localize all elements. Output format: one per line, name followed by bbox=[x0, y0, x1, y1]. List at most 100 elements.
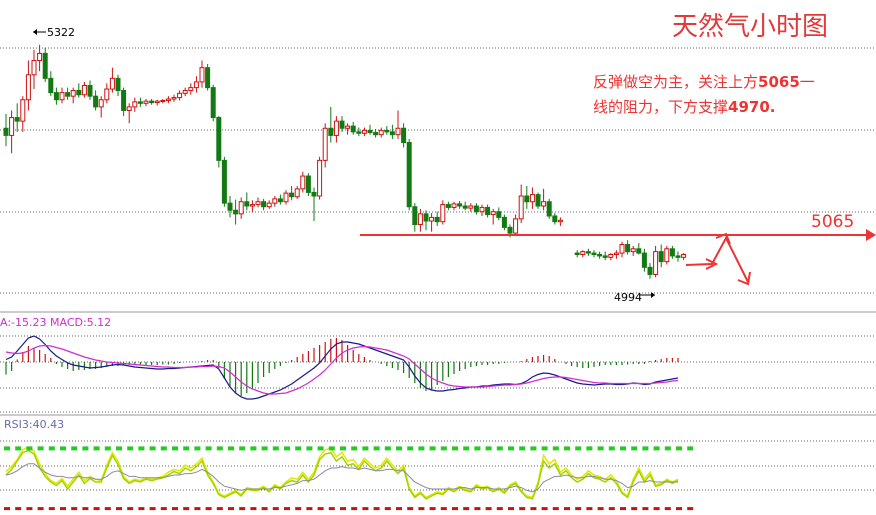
rsi-oversold-marker bbox=[284, 507, 290, 511]
candle-body bbox=[361, 129, 367, 134]
rsi-oversold-marker bbox=[384, 507, 391, 511]
rsi-overbought-marker bbox=[384, 446, 391, 451]
candle-body bbox=[121, 89, 127, 111]
candle-body bbox=[389, 131, 395, 136]
candle-body bbox=[378, 129, 384, 136]
rsi-overbought-marker bbox=[317, 446, 324, 451]
rsi-oversold-marker bbox=[37, 507, 44, 511]
rsi-overbought-marker bbox=[440, 446, 447, 451]
rsi-overbought-marker bbox=[575, 446, 582, 451]
rsi-overbought-marker bbox=[194, 446, 201, 451]
candle-body bbox=[507, 226, 513, 234]
candle-body bbox=[149, 100, 155, 104]
rsi-overbought-marker bbox=[687, 446, 694, 451]
candle-body bbox=[137, 101, 143, 104]
candle-body bbox=[384, 129, 390, 133]
candle-body bbox=[552, 215, 558, 223]
candle-body bbox=[485, 206, 491, 216]
candle-body bbox=[451, 203, 457, 208]
candle-body bbox=[143, 100, 149, 104]
candle-body bbox=[675, 255, 681, 258]
rsi-oversold-marker bbox=[306, 507, 313, 511]
rsi-oversold-marker bbox=[261, 507, 268, 511]
candle-body bbox=[328, 127, 334, 136]
rsi-overbought-marker bbox=[485, 446, 492, 451]
candle-body bbox=[177, 92, 183, 99]
rsi-line-2 bbox=[5, 446, 679, 499]
candle-body bbox=[423, 213, 429, 222]
candle-body bbox=[59, 92, 65, 101]
rsi-overbought-marker bbox=[26, 446, 33, 451]
candle-body bbox=[233, 209, 239, 215]
rsi-overbought-marker bbox=[127, 446, 134, 451]
rsi-oversold-marker bbox=[15, 507, 22, 511]
candle-body bbox=[647, 266, 653, 275]
rsi-oversold-marker bbox=[26, 507, 33, 511]
rsi-oversold-marker bbox=[474, 507, 481, 511]
candle-body bbox=[496, 211, 502, 218]
candle-body bbox=[154, 100, 160, 104]
candle-body bbox=[524, 195, 530, 203]
rsi-oversold-marker bbox=[340, 507, 346, 511]
resistance-label: 5065 bbox=[811, 212, 855, 232]
rsi-overbought-marker bbox=[306, 446, 313, 451]
candle-body bbox=[171, 97, 177, 100]
candle-body bbox=[277, 198, 283, 203]
candle-body bbox=[473, 205, 479, 213]
macd-dif-line bbox=[5, 335, 679, 400]
rsi-overbought-marker bbox=[172, 446, 178, 451]
rsi-overbought-marker bbox=[418, 446, 425, 451]
rsi-oversold-marker bbox=[597, 507, 604, 511]
rsi-overbought-marker bbox=[586, 446, 593, 451]
candle-body bbox=[160, 99, 166, 102]
candle-body bbox=[266, 202, 272, 208]
rsi-oversold-marker bbox=[82, 507, 89, 511]
macd-layer bbox=[5, 335, 679, 400]
rsi-oversold-marker bbox=[116, 507, 122, 511]
candle-body bbox=[333, 120, 339, 136]
rsi-layer bbox=[4, 446, 694, 511]
rsi-oversold-marker bbox=[575, 507, 582, 511]
rsi-overbought-marker bbox=[620, 446, 626, 451]
candle-body bbox=[585, 251, 591, 254]
rsi-oversold-marker bbox=[530, 507, 537, 511]
rsi-oversold-marker bbox=[127, 507, 134, 511]
candle-body bbox=[440, 204, 446, 223]
candle-body bbox=[238, 201, 244, 215]
rsi-line-1 bbox=[5, 449, 679, 500]
rsi-oversold-marker bbox=[205, 507, 212, 511]
candle-body bbox=[31, 60, 37, 76]
rsi-overbought-marker bbox=[407, 446, 414, 451]
rsi-oversold-marker bbox=[373, 507, 380, 511]
rsi-oversold-marker bbox=[194, 507, 201, 511]
rsi-overbought-marker bbox=[160, 446, 167, 451]
candle-body bbox=[300, 175, 306, 190]
rsi-header: RSI3:40.43 bbox=[4, 418, 65, 431]
candle-body bbox=[115, 77, 121, 91]
candle-body bbox=[53, 92, 59, 101]
rsi-panel bbox=[0, 440, 876, 511]
rsi-overbought-marker bbox=[261, 446, 268, 451]
rsi-oversold-marker bbox=[653, 507, 660, 511]
high-marker-arrowhead bbox=[33, 29, 37, 35]
candle-body bbox=[9, 117, 15, 136]
candle-body bbox=[221, 159, 227, 204]
rsi-oversold-marker bbox=[452, 507, 458, 511]
candle-body bbox=[625, 244, 631, 253]
candle-body bbox=[294, 188, 300, 198]
rsi-oversold-marker bbox=[418, 507, 425, 511]
rsi-oversold-marker bbox=[642, 507, 649, 511]
candle-body bbox=[305, 175, 311, 193]
rsi-oversold-marker bbox=[429, 507, 436, 511]
candle-body bbox=[490, 211, 496, 216]
rsi-oversold-marker bbox=[317, 507, 324, 511]
candle-body bbox=[188, 87, 194, 91]
rsi-overbought-marker bbox=[452, 446, 458, 451]
rsi-overbought-marker bbox=[284, 446, 290, 451]
rsi-overbought-marker bbox=[15, 446, 22, 451]
candle-body bbox=[25, 74, 31, 101]
rsi-overbought-marker bbox=[60, 446, 66, 451]
candle-body bbox=[244, 201, 250, 207]
rsi-overbought-marker bbox=[508, 446, 514, 451]
